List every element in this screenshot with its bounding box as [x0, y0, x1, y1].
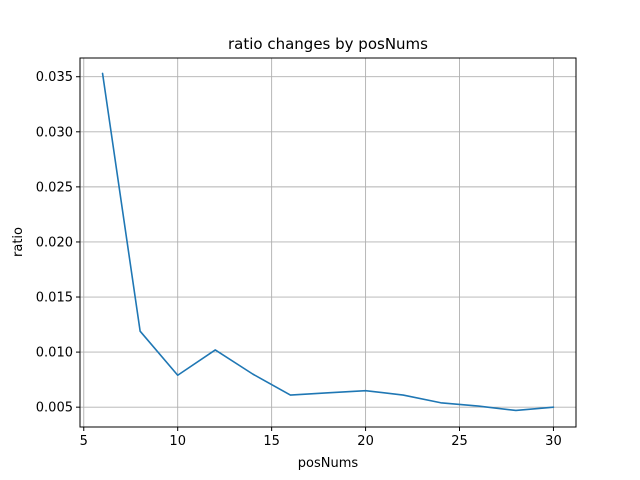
x-axis-label: posNums [298, 456, 359, 471]
x-tick-label: 25 [451, 434, 468, 449]
chart-title: ratio changes by posNums [228, 35, 428, 53]
series-group [101, 72, 555, 412]
x-tick-label: 5 [80, 434, 88, 449]
y-tick-label: 0.010 [36, 346, 73, 361]
y-tick-label: 0.005 [36, 401, 73, 416]
y-tick-label: 0.020 [36, 235, 73, 250]
x-tick-label: 20 [357, 434, 374, 449]
y-tick-label: 0.015 [36, 291, 73, 306]
y-axis: 0.005 0.010 0.015 0.020 0.025 0.030 0.035 [36, 70, 80, 416]
y-tick-label: 0.030 [36, 125, 73, 140]
x-tick-label: 30 [545, 434, 562, 449]
plot-frame [79, 57, 577, 428]
y-tick-label: 0.035 [36, 70, 73, 85]
y-tick-label: 0.025 [36, 180, 73, 195]
x-tick-label: 15 [263, 434, 280, 449]
x-axis: 5 10 15 20 25 30 [80, 427, 562, 449]
x-tick-label: 10 [169, 434, 186, 449]
grid-lines [80, 58, 576, 427]
y-axis-label: ratio [11, 227, 26, 257]
series-line [101, 72, 555, 412]
